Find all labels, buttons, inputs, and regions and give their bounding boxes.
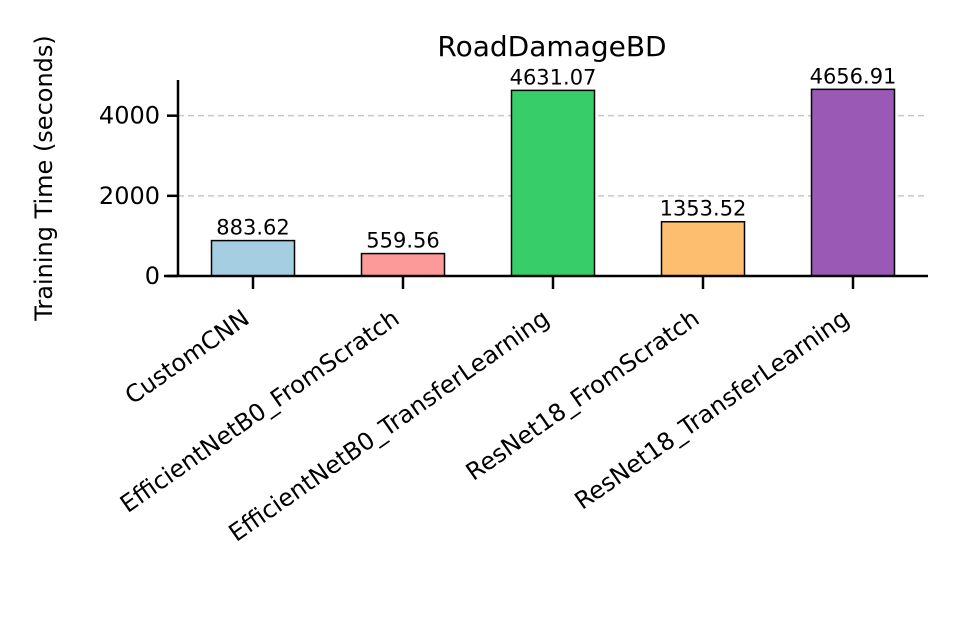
- bar: [810, 88, 896, 277]
- bar: [660, 220, 746, 277]
- bar: [510, 89, 596, 277]
- y-tick-label: 0: [145, 262, 160, 290]
- x-tick-label: ResNet18_FromScratch: [461, 304, 705, 486]
- x-tick-label: ResNet18_TransferLearning: [570, 304, 855, 515]
- x-tick-label: EfficientNetB0_TransferLearning: [224, 304, 555, 547]
- x-tick-label: EfficientNetB0_FromScratch: [115, 304, 404, 518]
- bar: [210, 239, 296, 277]
- label-layer: 883.62 559.56 4631.07 1353.52 4656.91 0 2000 40…: [99, 64, 897, 547]
- bar-layer: [210, 88, 896, 277]
- bar-value-label: 883.62: [216, 216, 289, 240]
- bar-value-label: 1353.52: [660, 197, 747, 221]
- y-tick-label: 4000: [99, 102, 160, 130]
- y-tick-label: 2000: [99, 182, 160, 210]
- axis-layer: [164, 80, 928, 289]
- bar: [360, 252, 446, 277]
- bar-value-label: 4656.91: [810, 64, 897, 88]
- bar-value-label: 559.56: [366, 229, 439, 253]
- chart-title: RoadDamageBD: [437, 30, 666, 63]
- x-tick-label: CustomCNN: [120, 304, 255, 410]
- y-axis-label: Training Time (seconds): [30, 35, 58, 322]
- bar-value-label: 4631.07: [510, 65, 597, 89]
